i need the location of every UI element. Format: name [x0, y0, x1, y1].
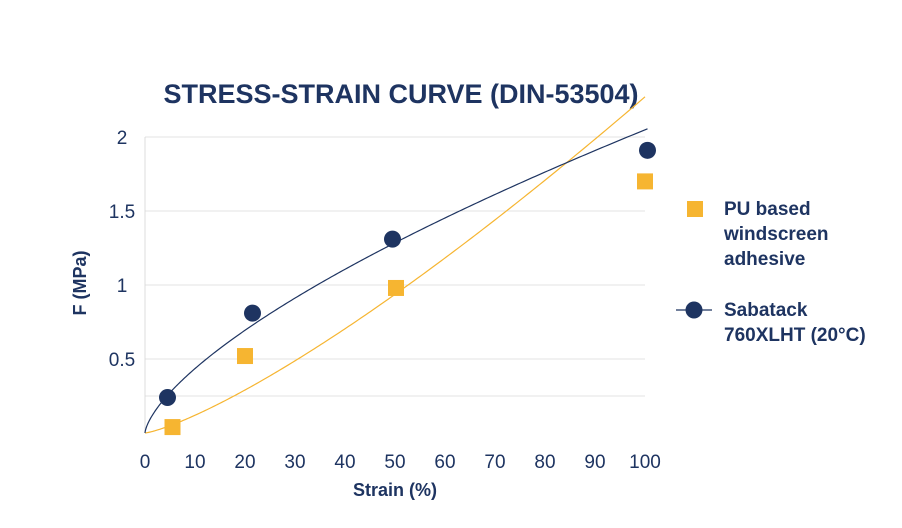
data-points [159, 141, 656, 436]
y-tick-label-1: 1 [117, 276, 128, 297]
trend-curve-pu-adhesive [145, 96, 646, 434]
x-tick-label-2: 20 [234, 452, 255, 473]
legend-label-pu-adhesive-line2: adhesive [724, 249, 805, 270]
y-tick-label-2: 1.5 [109, 202, 135, 223]
trend-curve-sabatack [144, 128, 648, 434]
data-point-pu-adhesive-0 [164, 419, 181, 436]
x-tick-label-5: 50 [384, 452, 405, 473]
x-tick-label-3: 30 [284, 452, 305, 473]
x-tick-label-9: 90 [584, 452, 605, 473]
trend-curves [144, 96, 648, 434]
x-tick-label-8: 80 [534, 452, 555, 473]
legend-label-sabatack-line1: 760XLHT (20°C) [724, 325, 866, 346]
y-axis-label: F (MPa) [70, 250, 90, 315]
legend-marker-pu-adhesive [687, 201, 703, 217]
data-point-sabatack-3 [639, 141, 656, 159]
y-tick-label-0: 0.5 [109, 350, 135, 371]
data-point-sabatack-1 [244, 304, 261, 322]
x-tick-label-1: 10 [184, 452, 205, 473]
gridlines [145, 136, 645, 397]
data-point-pu-adhesive-3 [637, 173, 653, 190]
legend-label-pu-adhesive-line1: windscreen [723, 224, 829, 245]
legend-label-sabatack-line0: Sabatack [724, 300, 808, 321]
y-axis-ticks: 0.5 1 1.5 2 [109, 128, 135, 371]
y-tick-label-3: 2 [117, 128, 128, 149]
data-point-sabatack-2 [384, 230, 401, 248]
x-axis-label: Strain (%) [353, 480, 437, 500]
x-tick-label-7: 70 [484, 452, 505, 473]
x-tick-label-6: 60 [434, 452, 455, 473]
x-tick-label-4: 40 [334, 452, 355, 473]
data-point-pu-adhesive-1 [237, 348, 253, 365]
legend: PU based windscreen adhesive Sabatack 760XLH… [676, 199, 866, 346]
x-tick-label-10: 100 [629, 452, 661, 473]
legend-marker-sabatack [685, 301, 703, 319]
chart-title: STRESS-STRAIN CURVE (DIN-53504) [163, 79, 638, 109]
data-point-pu-adhesive-2 [388, 279, 404, 296]
legend-label-pu-adhesive-line0: PU based [724, 199, 811, 220]
x-axis-ticks: 0 10 20 30 40 50 60 70 80 90 100 [140, 452, 661, 473]
data-point-sabatack-0 [159, 388, 176, 406]
x-tick-label-0: 0 [140, 452, 151, 473]
